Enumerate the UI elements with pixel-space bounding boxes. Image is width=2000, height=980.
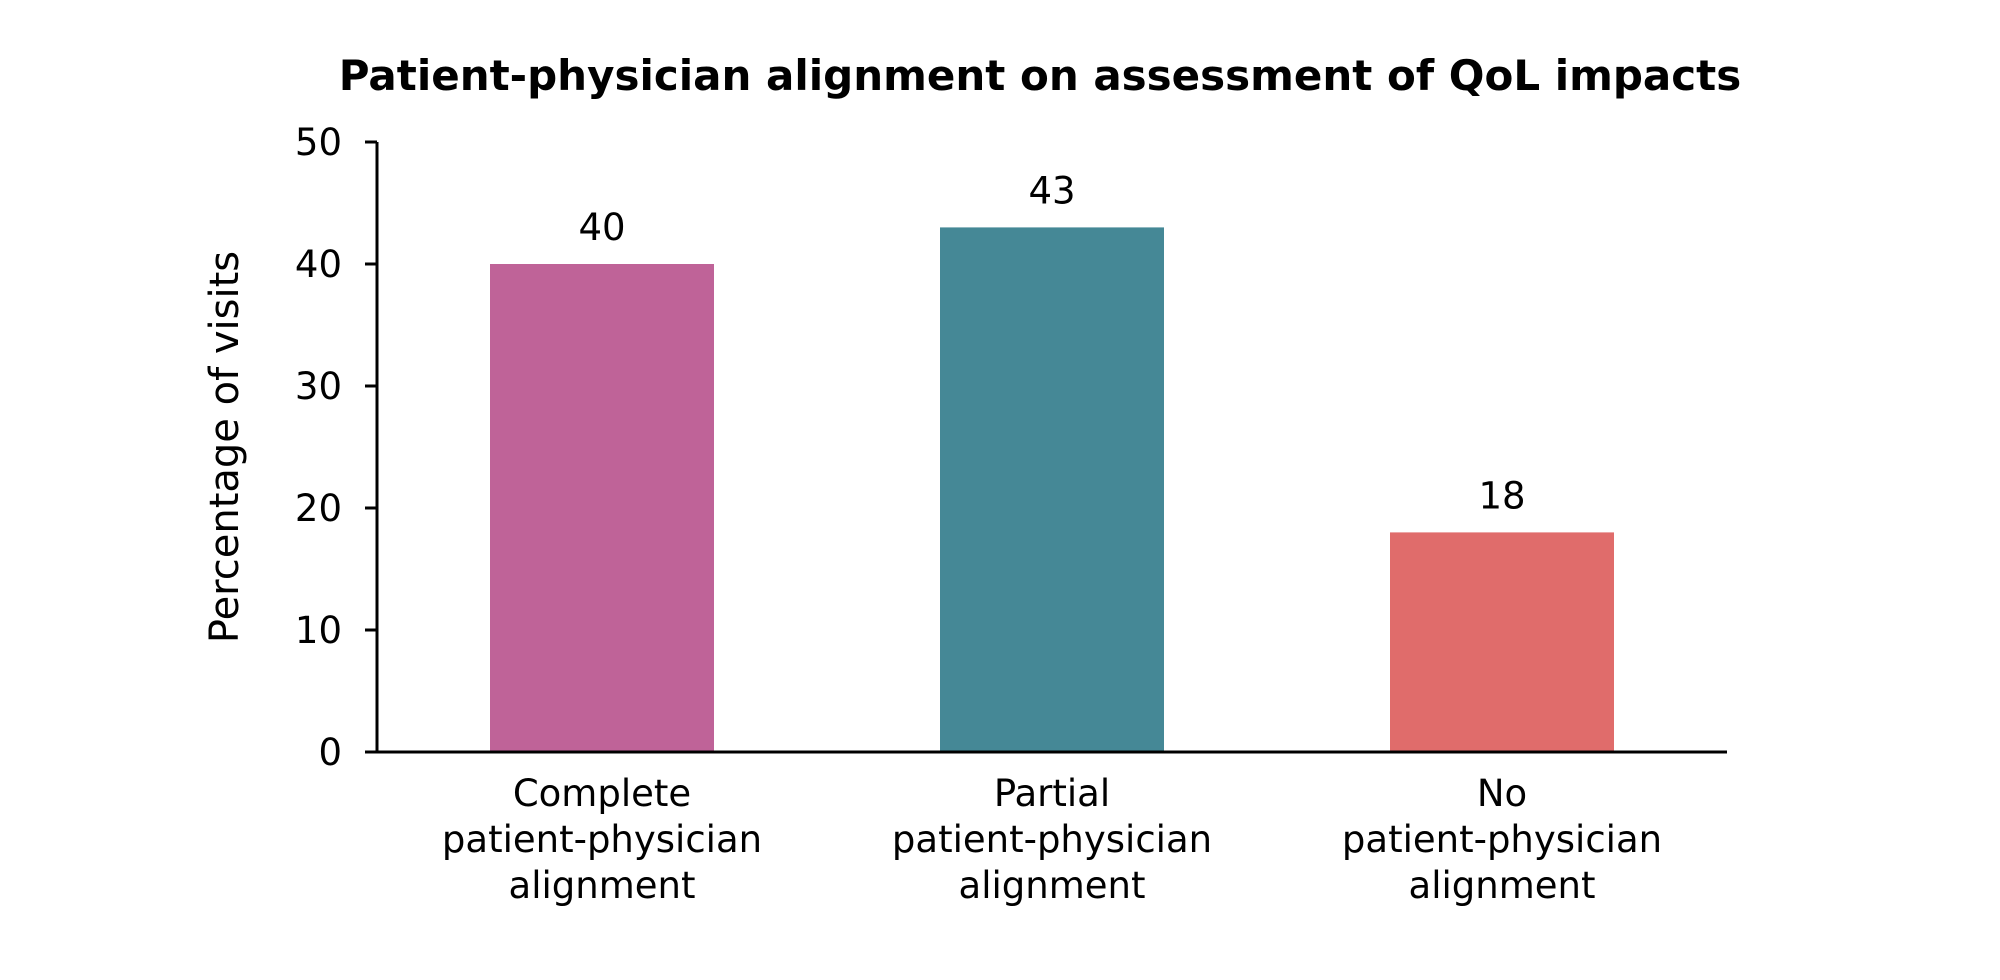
data-label-3: 18 (1478, 474, 1525, 517)
data-label-2: 43 (1028, 169, 1075, 212)
category-label-line: patient-physician (1342, 818, 1662, 861)
chart-title: Patient-physician alignment on assessmen… (339, 51, 1742, 100)
y-tick-label: 40 (295, 243, 342, 286)
category-label-line: patient-physician (892, 818, 1212, 861)
data-label-1: 40 (578, 206, 625, 249)
category-label-line: patient-physician (442, 818, 762, 861)
category-label-1: Complete patient-physician alignment (442, 772, 762, 907)
category-label-line: Complete (513, 772, 691, 815)
y-tick-label: 10 (295, 609, 342, 652)
y-tick-label: 50 (295, 121, 342, 164)
y-tick-label: 20 (295, 487, 342, 530)
category-label-line: alignment (959, 864, 1146, 907)
category-label-line: alignment (509, 864, 696, 907)
category-label-3: No patient-physician alignment (1342, 772, 1662, 907)
y-tick-label: 30 (295, 365, 342, 408)
category-label-line: alignment (1409, 864, 1596, 907)
category-label-line: No (1477, 772, 1527, 815)
y-tick-label: 0 (318, 731, 342, 774)
bar-3 (1390, 532, 1614, 752)
category-label-2: Partial patient-physician alignment (892, 772, 1212, 907)
bar-1 (490, 264, 714, 752)
y-axis-title: Percentage of visits (202, 251, 248, 643)
bar-2 (940, 227, 1164, 752)
category-label-line: Partial (994, 772, 1110, 815)
